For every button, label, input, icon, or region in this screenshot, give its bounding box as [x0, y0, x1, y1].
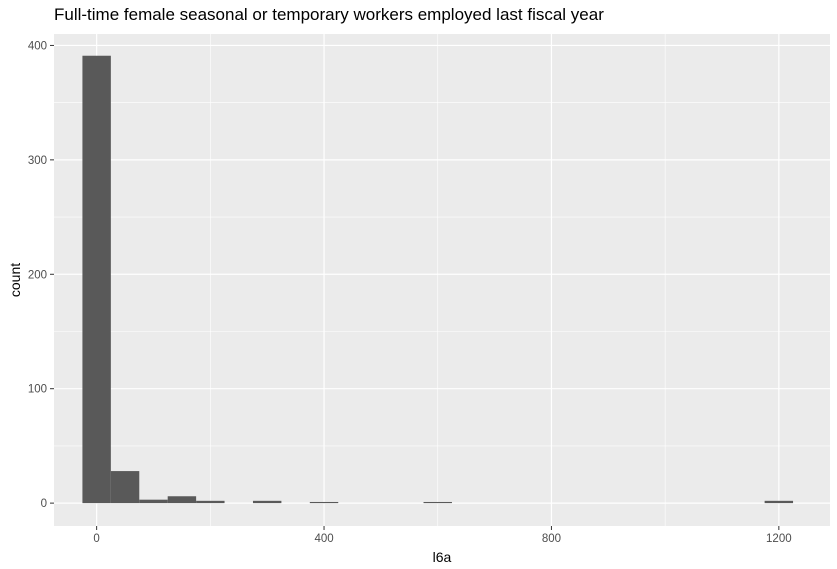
y-tick-label: 0: [41, 498, 47, 510]
x-tick-label: 1200: [766, 533, 792, 545]
x-axis: 0 400 800 1200: [93, 526, 792, 545]
y-tick-label: 100: [28, 384, 47, 396]
y-axis-title: count: [7, 263, 23, 297]
x-tick-label: 800: [542, 533, 561, 545]
histogram-bar: [252, 500, 282, 504]
plot-panel: [54, 34, 830, 526]
y-tick-label: 200: [28, 269, 47, 281]
minor-gridlines: [54, 34, 830, 526]
histogram-bar: [196, 500, 225, 504]
histogram-bar: [82, 55, 111, 504]
histogram-bar: [110, 471, 140, 504]
y-tick-label: 400: [28, 40, 47, 52]
x-axis-title: l6a: [433, 549, 452, 565]
histogram-bar: [139, 499, 168, 504]
chart-title: Full-time female seasonal or temporary w…: [54, 5, 604, 24]
histogram-bar: [764, 500, 794, 504]
y-axis: 0 100 200 300 400: [28, 40, 54, 510]
y-tick-label: 300: [28, 155, 47, 167]
x-tick-label: 400: [314, 533, 333, 545]
histogram-bar: [309, 501, 339, 504]
histogram-bar: [167, 496, 197, 504]
histogram-bars: [82, 55, 794, 504]
histogram-bar: [423, 501, 452, 504]
x-tick-label: 0: [93, 533, 99, 545]
